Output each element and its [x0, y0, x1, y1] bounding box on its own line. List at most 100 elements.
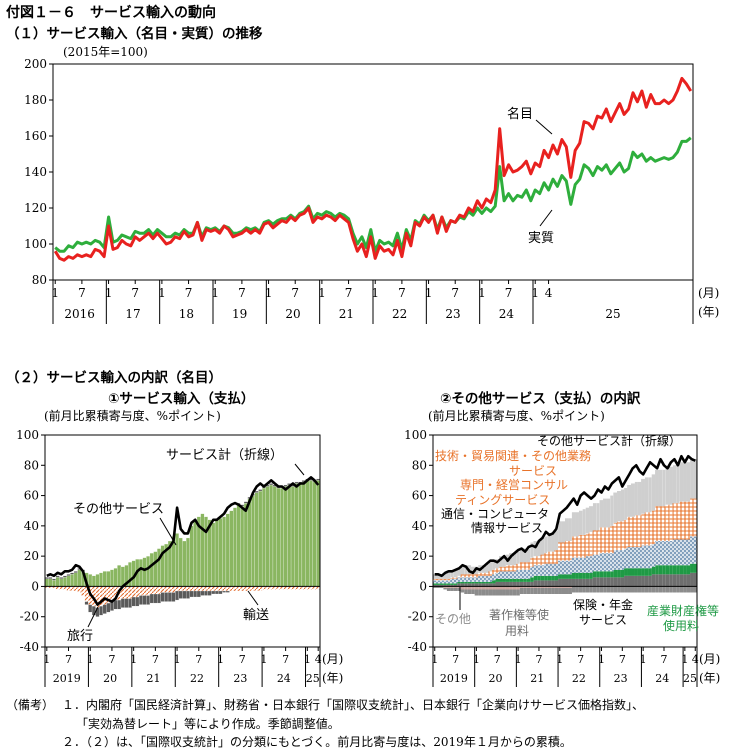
bar-通信・コンピュータ情報サービス — [565, 560, 569, 575]
bar-その他 — [512, 589, 517, 596]
bar-専門・経営コンサルティングサービス — [599, 527, 604, 554]
x-unit-month: (月) — [699, 652, 720, 666]
bar-その他サービス — [247, 498, 252, 587]
x-month-label: 7 — [131, 286, 139, 300]
bar-技術・貿易関連・その他業務サービス — [648, 477, 652, 513]
bar-著作権等使用料 — [537, 580, 541, 587]
bar-著作権等使用料 — [457, 583, 461, 587]
bar-専門・経営コンサルティングサービス — [603, 527, 607, 554]
bar-著作権等使用料 — [589, 578, 593, 587]
bar-著作権等使用料 — [464, 583, 468, 587]
bar-保険・年金サービス — [450, 586, 454, 588]
bar-通信・コンピュータ情報サービス — [450, 578, 454, 584]
bar-産業財産権等使用料 — [523, 578, 527, 582]
bar-技術・貿易関連・その他業務サービス — [637, 481, 642, 516]
bar-著作権等使用料 — [679, 574, 684, 587]
bar-産業財産権等使用料 — [474, 581, 479, 584]
bar-著作権等使用料 — [596, 577, 600, 587]
bar-その他 — [433, 586, 437, 588]
bar-その他 — [544, 587, 548, 594]
y-tick-label: 80 — [412, 458, 427, 472]
bar-技術・貿易関連・その他業務サービス — [502, 556, 506, 567]
bar-専門・経営コンサルティングサービス — [457, 575, 461, 578]
bar-技術・貿易関連・その他業務サービス — [551, 533, 555, 552]
bar-専門・経営コンサルティングサービス — [509, 565, 513, 572]
bar-通信・コンピュータ情報サービス — [599, 553, 604, 572]
bar-通信・コンピュータ情報サービス — [644, 545, 649, 569]
bar-技術・貿易関連・その他業務サービス — [578, 510, 583, 535]
bar-著作権等使用料 — [651, 574, 656, 587]
bar-専門・経営コンサルティングサービス — [620, 521, 625, 551]
bar-産業財産権等使用料 — [558, 574, 562, 579]
bar-その他 — [516, 589, 520, 596]
bar-産業財産権等使用料 — [433, 583, 437, 585]
bar-通信・コンピュータ情報サービス — [686, 539, 691, 566]
x-year-label: 19 — [232, 307, 247, 321]
bar-その他サービス — [287, 484, 292, 587]
bar-技術・貿易関連・その他業務サービス — [499, 556, 503, 567]
bar-旅行 — [55, 575, 60, 578]
annotation-ip: 産業財産権等 — [647, 603, 719, 618]
bar-産業財産権等使用料 — [624, 568, 628, 576]
bar-その他サービス — [153, 551, 158, 587]
bar-技術・貿易関連・その他業務サービス — [446, 572, 451, 579]
y-tick-label: 160 — [24, 129, 47, 143]
bar-旅行 — [207, 590, 212, 596]
bar-輸送 — [70, 586, 75, 592]
x-unit-month: (月) — [322, 652, 343, 666]
bar-保険・年金サービス — [533, 586, 538, 588]
bar-通信・コンピュータ情報サービス — [648, 545, 652, 569]
bar-専門・経営コンサルティングサービス — [686, 501, 691, 540]
bar-専門・経営コンサルティングサービス — [641, 513, 645, 546]
annotation-ip-2: 使用料 — [663, 618, 699, 633]
y-tick-label: -40 — [20, 640, 39, 654]
bar-通信・コンピュータ情報サービス — [672, 539, 677, 566]
bar-旅行 — [164, 592, 169, 602]
bar-その他サービス — [218, 518, 223, 587]
series-line-total — [434, 454, 696, 578]
bar-その他サービス — [269, 484, 274, 587]
bar-通信・コンピュータ情報サービス — [571, 557, 576, 573]
bar-保険・年金サービス — [453, 586, 458, 588]
x-month-label: 1 — [260, 653, 267, 666]
bar-保険・年金サービス — [467, 586, 472, 590]
bar-専門・経営コンサルティングサービス — [575, 536, 579, 558]
bar-産業財産権等使用料 — [683, 565, 687, 575]
bar-保険・年金サービス — [499, 586, 503, 590]
bar-保険・年金サービス — [565, 586, 569, 588]
bar-著作権等使用料 — [516, 581, 520, 587]
bar-著作権等使用料 — [450, 584, 454, 587]
panel-right-title: ②その他サービス（支払）の内訳 — [440, 391, 641, 407]
bar-著作権等使用料 — [554, 580, 559, 587]
bar-旅行 — [128, 598, 132, 608]
bar-その他 — [693, 586, 697, 593]
bar-保険・年金サービス — [446, 586, 451, 588]
bar-旅行 — [243, 501, 248, 504]
bar-その他 — [669, 586, 673, 593]
bar-技術・貿易関連・その他業務サービス — [575, 512, 579, 537]
x-month-label: 1 — [158, 286, 166, 300]
x-year-label: 18 — [179, 307, 194, 321]
bar-保険・年金サービス — [551, 586, 555, 588]
bar-専門・経営コンサルティングサービス — [502, 566, 506, 572]
bar-専門・経営コンサルティングサービス — [499, 566, 503, 572]
bar-輸送 — [200, 586, 205, 592]
bar-専門・経営コンサルティングサービス — [485, 572, 489, 576]
x-month-label: 7 — [291, 286, 299, 300]
bar-産業財産権等使用料 — [488, 581, 493, 584]
bar-その他 — [464, 589, 468, 594]
bar-旅行 — [316, 478, 321, 481]
bar-通信・コンピュータ情報サービス — [537, 565, 541, 576]
bar-技術・貿易関連・その他業務サービス — [436, 574, 440, 579]
bar-技術・貿易関連・その他業務サービス — [561, 521, 565, 543]
bar-産業財産権等使用料 — [499, 578, 503, 582]
x-month-label: 4 — [545, 286, 553, 300]
bar-著作権等使用料 — [530, 581, 534, 587]
bar-専門・経営コンサルティングサービス — [492, 569, 496, 575]
bar-著作権等使用料 — [565, 578, 569, 587]
bar-専門・経営コンサルティングサービス — [665, 504, 670, 541]
bar-技術・貿易関連・その他業務サービス — [453, 569, 458, 578]
bar-著作権等使用料 — [641, 575, 645, 587]
bar-通信・コンピュータ情報サービス — [561, 560, 565, 575]
bar-保険・年金サービス — [509, 586, 513, 590]
